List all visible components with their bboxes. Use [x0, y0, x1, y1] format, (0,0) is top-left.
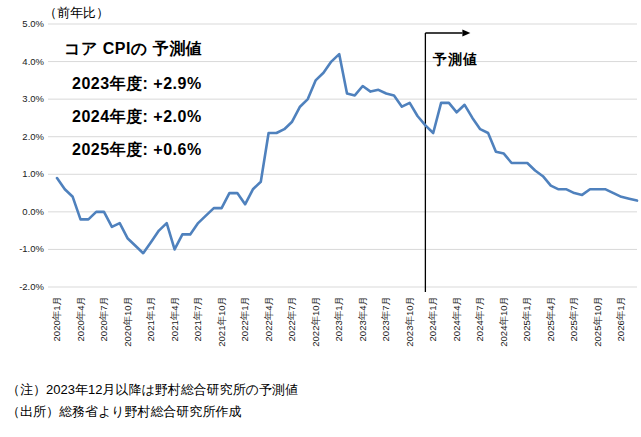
y-axis-tick-label: 5.0% [4, 18, 44, 29]
y-axis-tick-label: 1.0% [4, 168, 44, 179]
y-axis-tick-label: -2.0% [4, 281, 44, 292]
x-axis-tick-label: 2023年1月 [333, 296, 345, 364]
x-axis-tick-label: 2021年4月 [169, 296, 181, 364]
x-axis-tick-label: 2020年10月 [122, 296, 134, 364]
y-axis-tick-label: 2.0% [4, 131, 44, 142]
y-axis-tick-label: 4.0% [4, 56, 44, 67]
x-axis-tick-label: 2020年7月 [98, 296, 110, 364]
forecast-arrow-head [462, 30, 470, 37]
x-axis-tick-label: 2020年1月 [51, 296, 63, 364]
x-axis-tick-label: 2021年7月 [192, 296, 204, 364]
x-axis-tick-label: 2025年4月 [545, 296, 557, 364]
annotation-forecast-fy2023: 2023年度: +2.9% [72, 74, 202, 95]
forecast-region-label: 予測値 [433, 51, 478, 69]
x-axis-tick-label: 2026年1月 [615, 296, 627, 364]
y-axis-tick-label: 3.0% [4, 93, 44, 104]
x-axis-tick-label: 2023年10月 [404, 296, 416, 364]
x-axis-tick-label: 2023年4月 [357, 296, 369, 364]
annotation-forecast-fy2025: 2025年度: +0.6% [72, 140, 202, 161]
x-axis-tick-label: 2022年1月 [239, 296, 251, 364]
y-axis-tick-label: -1.0% [4, 243, 44, 254]
x-axis-tick-label: 2025年7月 [568, 296, 580, 364]
x-axis-tick-label: 2022年4月 [263, 296, 275, 364]
x-axis-tick-label: 2024年1月 [427, 296, 439, 364]
x-axis-tick-label: 2025年10月 [592, 296, 604, 364]
x-axis-tick-label: 2022年10月 [310, 296, 322, 364]
annotation-title: コア CPIの 予測値 [64, 39, 202, 60]
footnote-forecast: （注）2023年12月以降は野村総合研究所の予測値 [7, 381, 298, 399]
x-axis-tick-label: 2024年7月 [474, 296, 486, 364]
x-axis-tick-label: 2025年1月 [521, 296, 533, 364]
cpi-line-chart-canvas [0, 0, 641, 437]
annotation-forecast-fy2024: 2024年度: +2.0% [72, 107, 202, 128]
cpi-forecast-chart-figure: （前年比） コア CPIの 予測値 2023年度: +2.9% 2024年度: … [0, 0, 641, 437]
y-axis-unit-label: （前年比） [44, 4, 109, 22]
x-axis-tick-label: 2022年7月 [286, 296, 298, 364]
x-axis-tick-label: 2024年10月 [498, 296, 510, 364]
x-axis-tick-label: 2021年10月 [216, 296, 228, 364]
y-axis-tick-label: 0.0% [4, 206, 44, 217]
footnote-source: （出所）総務省より野村総合研究所作成 [7, 403, 242, 421]
x-axis-tick-label: 2021年1月 [145, 296, 157, 364]
x-axis-tick-label: 2024年4月 [451, 296, 463, 364]
x-axis-tick-label: 2020年4月 [75, 296, 87, 364]
x-axis-tick-label: 2023年7月 [380, 296, 392, 364]
